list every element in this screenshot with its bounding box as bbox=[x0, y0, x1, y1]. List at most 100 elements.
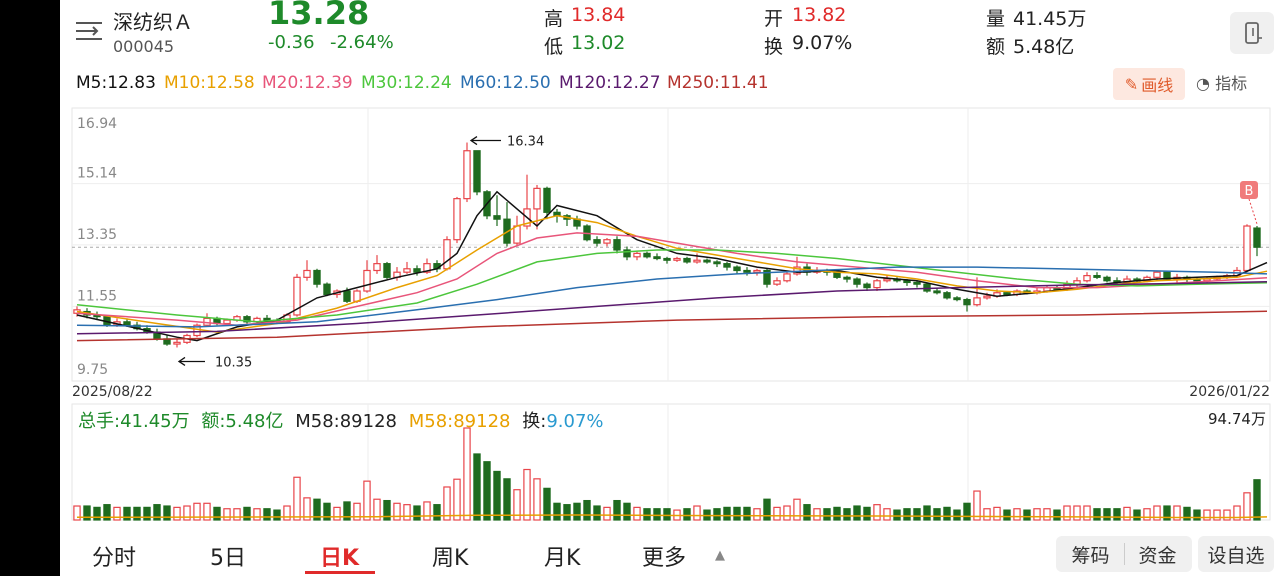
volume-bar-down bbox=[963, 502, 971, 521]
turnover-label: 换 bbox=[764, 36, 784, 58]
caret-up-icon[interactable]: ▲ bbox=[715, 548, 725, 563]
pill-divider bbox=[1123, 543, 1125, 565]
volume-bar-up bbox=[993, 506, 1001, 521]
ma-legend-item: M120:12.27 bbox=[559, 73, 661, 93]
candle-up bbox=[633, 252, 641, 258]
tab-more[interactable]: 更多 bbox=[642, 546, 687, 571]
volume-bar-down bbox=[823, 508, 831, 521]
phone-rotate-icon bbox=[1245, 22, 1262, 44]
candle-down bbox=[1093, 275, 1101, 278]
volume-bar-up bbox=[1083, 505, 1091, 521]
volume-bar-up bbox=[453, 478, 461, 521]
volume-bar-up bbox=[693, 505, 701, 521]
volume-bar-down bbox=[1253, 479, 1261, 521]
volume-bar-down bbox=[163, 505, 171, 521]
stock-name: 深纺织Ａ bbox=[113, 10, 193, 34]
candle-down bbox=[653, 256, 661, 260]
chips-button[interactable]: 筹码 bbox=[1071, 544, 1110, 567]
volume-bar-up bbox=[1143, 508, 1151, 521]
volume-bar-down bbox=[263, 508, 271, 521]
start-date-label: 2025/08/22 bbox=[72, 384, 153, 400]
volume-bar-up bbox=[373, 498, 381, 521]
price-tick-label: 13.35 bbox=[77, 227, 117, 243]
candle-down bbox=[933, 290, 941, 294]
volume-bar-down bbox=[1183, 506, 1191, 521]
candle-up bbox=[423, 263, 431, 273]
low-value: 13.02 bbox=[571, 32, 626, 54]
volume-bar-up bbox=[113, 506, 121, 521]
volume-bar-down bbox=[613, 499, 621, 521]
volume-bar-up bbox=[773, 506, 781, 521]
volume-bar-down bbox=[593, 505, 601, 521]
high-value: 13.84 bbox=[571, 4, 626, 26]
menu-icon[interactable] bbox=[76, 20, 102, 42]
volume-bar-up bbox=[883, 508, 891, 521]
volume-turnover-value: 9.07% bbox=[546, 411, 604, 432]
candle-up bbox=[363, 269, 371, 292]
volume-bar-up bbox=[783, 505, 791, 521]
candle-up bbox=[1153, 271, 1161, 278]
tab-monthly-k[interactable]: 月K bbox=[544, 546, 581, 571]
candle-up bbox=[783, 273, 791, 282]
volume-bar-down bbox=[933, 508, 941, 521]
volume-bar-down bbox=[1193, 509, 1201, 521]
volume-bar-up bbox=[533, 478, 541, 521]
volume-bar-up bbox=[1223, 509, 1231, 521]
candle-down bbox=[643, 252, 651, 258]
candle-down bbox=[703, 259, 711, 263]
ma-line bbox=[76, 266, 1268, 328]
price-tick-label: 16.94 bbox=[77, 116, 117, 132]
volume-bar-up bbox=[423, 501, 431, 521]
candle-down bbox=[1003, 292, 1011, 296]
low-label: 低 bbox=[544, 36, 564, 58]
candle-up bbox=[1083, 275, 1091, 282]
capital-button[interactable]: 资金 bbox=[1138, 544, 1177, 567]
tab-weekly-k[interactable]: 周K bbox=[432, 546, 469, 571]
tab-intraday[interactable]: 分时 bbox=[92, 546, 137, 571]
candle-down bbox=[543, 187, 551, 213]
volume-bar-down bbox=[893, 509, 901, 521]
tab-5day[interactable]: 5日 bbox=[210, 546, 246, 571]
volume-bar-down bbox=[583, 499, 591, 521]
candle-down bbox=[313, 269, 321, 285]
chips-capital-group: 筹码 资金 bbox=[1056, 536, 1192, 572]
volume-bar-up bbox=[1233, 505, 1241, 521]
volume-bar-down bbox=[1053, 509, 1061, 521]
current-price: 13.28 bbox=[268, 0, 370, 32]
candle-down bbox=[383, 263, 391, 278]
volume-bar-down bbox=[763, 498, 771, 521]
candle-up bbox=[303, 269, 311, 278]
candle-down bbox=[843, 276, 851, 280]
candle-down bbox=[613, 239, 621, 251]
open-value: 13.82 bbox=[792, 4, 847, 26]
volume-bar-down bbox=[563, 504, 571, 521]
candle-up bbox=[463, 150, 471, 200]
quote-header: 深纺织Ａ 000045 13.28 -0.36 -2.64% 高 13.84 低… bbox=[60, 0, 1280, 64]
volume-bar-up bbox=[353, 502, 361, 521]
indicator-button[interactable]: ◔ 指标 bbox=[1196, 70, 1247, 94]
draw-line-button[interactable]: ✎ 画线 bbox=[1113, 68, 1185, 100]
volume-bar-up bbox=[983, 508, 991, 521]
candle-down bbox=[473, 150, 481, 193]
volume-bar-up bbox=[1173, 505, 1181, 521]
add-watchlist-button[interactable]: 设自选 bbox=[1198, 536, 1274, 572]
ma-legend-item: M250:11.41 bbox=[667, 73, 769, 93]
volume-bar-down bbox=[853, 505, 861, 521]
volume-bar-up bbox=[363, 480, 371, 521]
ma-line bbox=[76, 214, 1268, 333]
volume-bar-up bbox=[443, 486, 451, 521]
volume-bar-up bbox=[973, 490, 981, 521]
buy-marker-pointer bbox=[1248, 198, 1258, 225]
candle-down bbox=[413, 268, 421, 273]
landscape-button[interactable] bbox=[1230, 12, 1274, 54]
candle-down bbox=[493, 215, 501, 220]
candle-up bbox=[693, 259, 701, 263]
volume-bar-down bbox=[663, 508, 671, 521]
volume-bar-up bbox=[253, 508, 261, 521]
kline-chart[interactable]: 16.94 15.14 13.35 11.55 9.75 16.34 10.35 B 2025/… bbox=[60, 0, 1280, 576]
amount-label: 额 bbox=[986, 36, 1006, 58]
volume-bar-down bbox=[733, 506, 741, 521]
volume-bar-down bbox=[843, 508, 851, 521]
tab-daily-k[interactable]: 日K bbox=[320, 546, 360, 571]
candle-down bbox=[683, 257, 691, 263]
